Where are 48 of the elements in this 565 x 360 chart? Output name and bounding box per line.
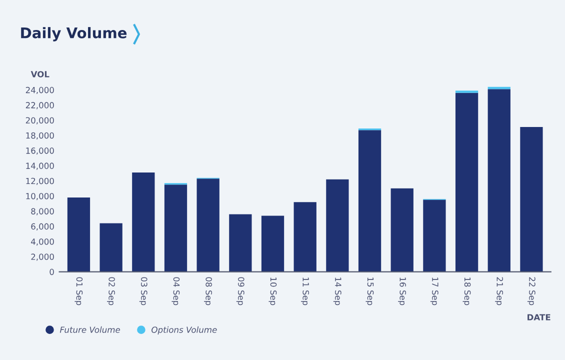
y-tick-label: 10,000 bbox=[26, 192, 54, 200]
y-tick-label: 14,000 bbox=[26, 162, 54, 170]
x-tick-label: 18 Sep bbox=[462, 278, 471, 306]
bar bbox=[520, 127, 543, 272]
bar bbox=[229, 214, 252, 272]
y-tick-label: 6,000 bbox=[31, 223, 54, 230]
y-tick-label: 4,000 bbox=[31, 238, 54, 246]
x-tick-label: 14 Sep bbox=[333, 278, 342, 306]
bar bbox=[261, 216, 284, 272]
chart-title: Daily Volume bbox=[21, 27, 127, 42]
y-tick-label: 2,000 bbox=[31, 254, 54, 261]
bar bbox=[455, 92, 478, 272]
legend-label: Options Volume bbox=[152, 326, 217, 334]
x-tick-label: 04 Sep bbox=[172, 277, 180, 306]
bar bbox=[132, 172, 155, 272]
bar bbox=[390, 188, 414, 272]
x-tick-label: 16 Sep bbox=[398, 278, 406, 306]
x-axis-title: DATE bbox=[528, 314, 550, 320]
x-tick-label: 11 Sep bbox=[301, 278, 309, 306]
x-tick-label: 01 Sep bbox=[74, 277, 83, 306]
y-tick-label: 12,000 bbox=[26, 178, 54, 185]
x-tick-label: 09 Sep bbox=[236, 277, 244, 306]
y-tick-label: 18,000 bbox=[26, 132, 54, 140]
y-tick-label: 20,000 bbox=[26, 117, 54, 124]
y-tick-label: 8,000 bbox=[31, 208, 54, 216]
x-tick-label: 08 Sep bbox=[204, 277, 212, 306]
bar bbox=[164, 184, 188, 272]
x-tick-label: 15 Sep bbox=[366, 278, 374, 306]
x-tick-label: 10 Sep bbox=[268, 278, 277, 306]
x-tick-label: 21 Sep bbox=[495, 277, 504, 306]
y-tick-label: 16,000 bbox=[26, 148, 54, 155]
x-tick-label: 02 Sep bbox=[107, 277, 115, 306]
bar bbox=[196, 178, 220, 272]
x-tick-label: 03 Sep bbox=[139, 277, 148, 306]
bar bbox=[358, 130, 382, 272]
bar bbox=[423, 200, 446, 272]
y-tick-label: 24,000 bbox=[26, 86, 54, 94]
x-tick-label: 17 Sep bbox=[430, 278, 438, 306]
bar bbox=[326, 179, 349, 272]
bar bbox=[100, 223, 122, 272]
y-tick-label: 0 bbox=[50, 268, 54, 276]
legend-label: Future Volume bbox=[60, 326, 120, 333]
y-tick-label: 22,000 bbox=[26, 102, 54, 110]
bar bbox=[488, 89, 510, 272]
bar bbox=[294, 202, 316, 272]
x-tick-label: 22 Sep bbox=[527, 277, 536, 306]
y-axis-title: VOL bbox=[30, 71, 50, 78]
bar bbox=[67, 198, 90, 272]
